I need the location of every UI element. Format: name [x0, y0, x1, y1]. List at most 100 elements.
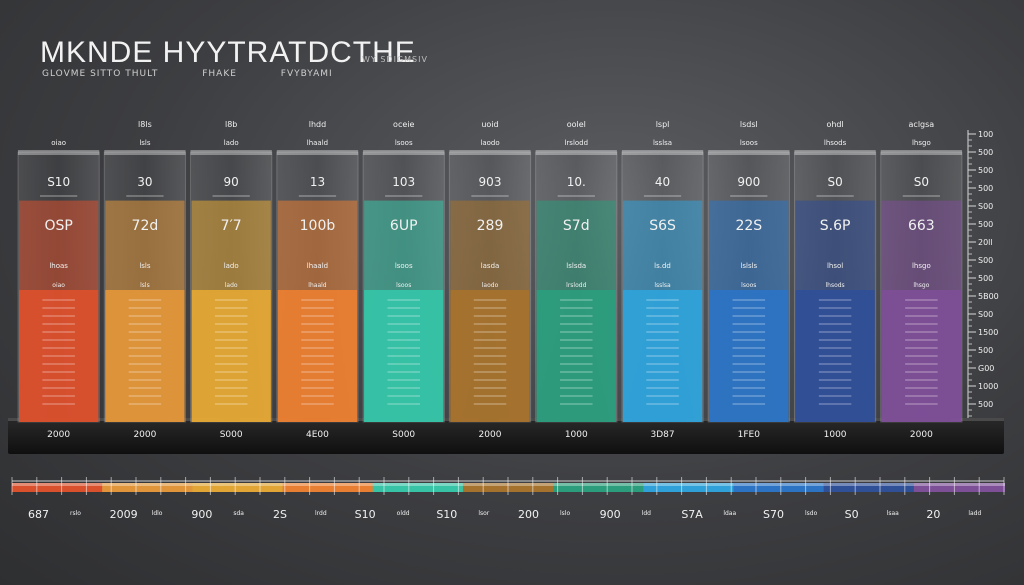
bar-solid [881, 290, 961, 422]
bottom-value: S70 [763, 508, 784, 521]
mid-value: 663 [908, 218, 935, 234]
base-value: 2000 [910, 430, 933, 440]
bottom-value: 2009 [110, 508, 138, 521]
base-value: 2000 [479, 430, 502, 440]
strip-highlight [553, 483, 645, 486]
cap-label: lsoos [740, 139, 758, 147]
base-value: 1000 [824, 430, 847, 440]
cap-label: lhaald [307, 139, 328, 147]
shelf-base [8, 418, 1004, 454]
cylinder-rim [449, 150, 531, 155]
top-label: uoid [481, 120, 498, 129]
band-label: lhoas [49, 262, 68, 270]
top-label: aclgsa [909, 120, 935, 129]
cap-label: lrslodd [564, 139, 588, 147]
bottom-value: S7A [681, 508, 703, 521]
strip-segment [282, 483, 374, 492]
right-tick-label: 500 [978, 274, 993, 283]
sub-band-label: oiao [52, 282, 65, 289]
bar-solid [795, 290, 875, 422]
big-value: S10 [47, 175, 70, 189]
sub-band-label: lado [225, 282, 238, 289]
mid-value: 6UP [390, 218, 418, 234]
title-note: WY SDIGMSIV [362, 55, 428, 64]
band-label: lasda [481, 262, 500, 270]
top-label: oceie [393, 120, 414, 129]
bottom-value: S10 [436, 508, 457, 521]
top-label: ohdl [826, 120, 843, 129]
cylinder-rim [104, 150, 186, 155]
right-tick-label: 1500 [978, 328, 998, 337]
bottom-value: 200 [518, 508, 539, 521]
band-label: ls.dd [654, 262, 671, 270]
top-label: lsdsl [740, 120, 758, 129]
right-tick-label: G00 [978, 364, 994, 373]
strip-segment [733, 483, 825, 492]
top-label: l8b [225, 120, 237, 129]
sub-band-label: laodo [482, 282, 499, 289]
mid-value: S.6P [820, 218, 851, 234]
bar-solid [191, 290, 271, 422]
top-label: lhdd [309, 120, 326, 129]
sub-band-label: lhsods [825, 282, 844, 289]
sub-band-label: lrslodd [566, 282, 586, 289]
big-value: 900 [737, 175, 760, 189]
bar-solid [536, 290, 616, 422]
bottom-small-label: ldd [642, 510, 651, 517]
cylinder-rim [880, 150, 962, 155]
band-label: lslsls [740, 262, 757, 270]
strip-segment [553, 483, 645, 492]
band-label: lhaald [307, 262, 328, 270]
strip-segment [12, 483, 104, 492]
strip-highlight [733, 483, 825, 486]
sub-band-label: lsoos [741, 282, 756, 289]
bottom-small-label: lsaa [887, 510, 899, 517]
cylinder-rim [621, 150, 704, 155]
strip-highlight [823, 483, 915, 486]
cap-label: laodo [480, 139, 499, 147]
band-label: lsls [139, 262, 151, 270]
bar-solid [19, 290, 99, 422]
chart-title-text: MKNDE HYYTRATDCTHE [40, 36, 416, 69]
big-value: 40 [655, 175, 670, 189]
strip-segment [913, 483, 1005, 492]
bottom-small-label: ldlo [152, 510, 163, 517]
right-tick-label: 20ll [978, 238, 993, 247]
subtitle-part-2: FHAKE [202, 69, 237, 79]
subtitle-part-3: FVYBYAMI [280, 69, 333, 79]
bottom-value: 20 [926, 508, 940, 521]
band-label: lhsol [827, 262, 843, 270]
mid-value: 72d [132, 218, 159, 234]
cylinder-rim [363, 150, 445, 155]
right-tick-label: 500 [978, 400, 993, 409]
cap-label: lado [224, 139, 239, 147]
mid-value: S6S [649, 218, 676, 234]
mid-value: S7d [563, 218, 590, 234]
mid-value: 22S [735, 218, 762, 234]
bottom-small-label: lsdo [805, 510, 818, 517]
strip-segment [102, 483, 194, 492]
bottom-value: 900 [600, 508, 621, 521]
strip-highlight [102, 483, 194, 486]
cap-label: lhsgo [912, 139, 931, 147]
top-label: lspl [656, 120, 670, 129]
sub-band-label: lhaald [308, 282, 326, 289]
right-tick-label: 100 [978, 130, 993, 139]
chart-title: MKNDE HYYTRATDCTHE [40, 36, 416, 70]
bottom-small-label: ldaa [723, 510, 736, 517]
big-value: S0 [914, 175, 929, 189]
big-value: 90 [224, 175, 239, 189]
right-tick-label: 500 [978, 148, 993, 157]
cap-label: lhsods [824, 139, 847, 147]
base-value: 4E00 [306, 430, 329, 440]
right-tick-label: 500 [978, 166, 993, 175]
cylinder-rim [794, 150, 876, 155]
big-value: 103 [392, 175, 415, 189]
mid-value: 7′7 [221, 218, 242, 234]
bottom-value: S0 [845, 508, 859, 521]
sub-band-label: lsoos [396, 282, 411, 289]
sub-band-label: lhsgo [913, 282, 929, 289]
cap-label: lsls [139, 139, 151, 147]
bar-solid [622, 290, 703, 422]
